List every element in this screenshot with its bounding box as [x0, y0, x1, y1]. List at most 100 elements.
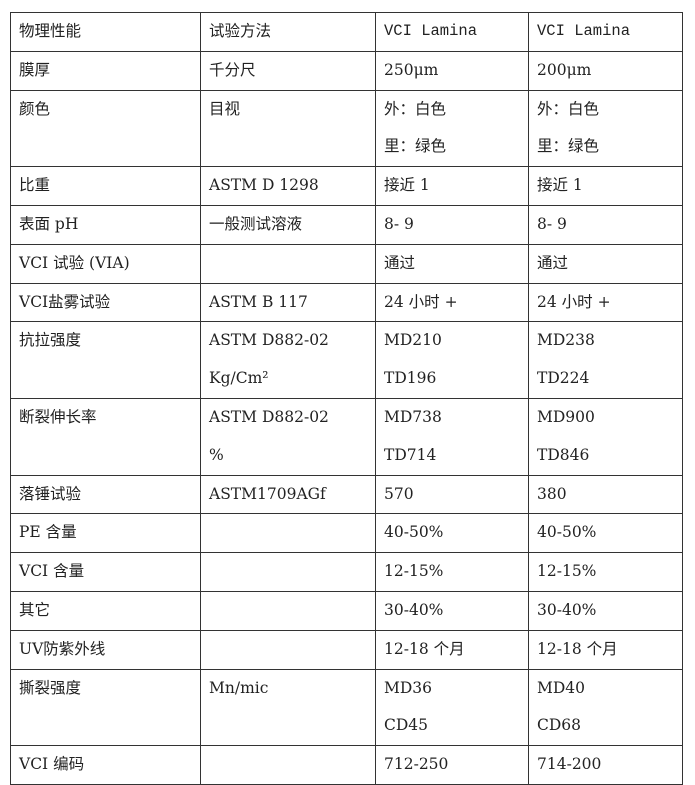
value-cell-1-line: CD45: [384, 716, 429, 735]
property-cell-text: 抗拉强度: [19, 331, 82, 350]
value-cell-2: 380: [528, 474, 683, 515]
value-cell-2: MD40 CD68: [528, 668, 683, 747]
value-cell-2: 通过: [528, 243, 683, 284]
method-cell: 千分尺: [200, 50, 376, 91]
method-cell-line: [209, 631, 367, 669]
header-cell: VCI Lamina: [528, 12, 683, 52]
value-cell-2-line: MD238: [537, 331, 595, 350]
table-row: 落锤试验 ASTM1709AGf 570 380: [10, 474, 683, 515]
value-cell-1-line: 里：绿色: [384, 137, 447, 156]
table-row: UV防紫外线 12-18 个月 12-18 个月: [10, 629, 683, 670]
property-cell-text: 落锤试验: [19, 484, 82, 503]
value-cell-1: 12-15%: [375, 552, 529, 592]
value-cell-2-line: MD40: [537, 678, 586, 697]
method-cell: ASTM D882-02%: [200, 397, 376, 476]
value-cell-2-line: TD224: [537, 369, 590, 388]
header-cell: 物理性能: [10, 12, 201, 52]
property-cell: 其它: [10, 590, 201, 631]
value-cell-1-line: 12-15%: [384, 562, 444, 581]
value-cell-2-line: 接近 1: [537, 176, 583, 195]
value-cell-1-line: 570: [384, 484, 414, 503]
value-cell-1: 外：白色里：绿色: [375, 89, 529, 168]
value-cell-1-line: 12-18 个月: [384, 639, 465, 658]
value-cell-2: MD900 TD846: [528, 397, 683, 476]
method-cell-line: Mn/mic: [209, 678, 269, 697]
value-cell-1-line: TD714: [384, 445, 437, 464]
method-cell: Mn/mic: [200, 668, 376, 747]
value-cell-1: 12-18 个月: [375, 629, 529, 670]
property-cell: 落锤试验: [10, 474, 201, 515]
value-cell-1: MD36 CD45: [375, 668, 529, 747]
value-cell-2: 714-200: [528, 745, 683, 785]
value-cell-1: 250μm: [375, 50, 529, 91]
value-cell-1: MD738 TD714: [375, 397, 529, 476]
value-cell-1: MD210 TD196: [375, 321, 529, 399]
value-cell-1-line: 通过: [384, 253, 416, 272]
method-cell-line: ASTM D882-02: [209, 331, 329, 350]
value-cell-1: 通过: [375, 243, 529, 284]
value-cell-2-line: 380: [537, 484, 567, 503]
property-cell: 表面 pH: [10, 204, 201, 245]
property-cell-text: VCI 含量: [19, 562, 85, 581]
value-cell-2: 30-40%: [528, 590, 683, 631]
value-cell-1-line: 30-40%: [384, 600, 444, 619]
value-cell-2: 接近 1: [528, 166, 683, 206]
value-cell-1: 30-40%: [375, 590, 529, 631]
value-cell-2-line: 714-200: [537, 755, 602, 774]
property-cell-text: VCI 编码: [19, 755, 85, 774]
value-cell-1: 40-50%: [375, 513, 529, 554]
table-row: VCI 试验 (VIA) 通过 通过: [10, 243, 683, 284]
property-cell: VCI 编码: [10, 745, 201, 785]
value-cell-1-line: 外：白色: [384, 99, 447, 118]
property-cell-text: 比重: [19, 176, 51, 195]
value-cell-2: 外：白色里：绿色: [528, 89, 683, 168]
method-cell: ASTM D 1298: [200, 166, 376, 206]
table-row: 断裂伸长率 ASTM D882-02% MD738 TD714 MD900 TD846: [10, 397, 683, 476]
method-cell-line: ASTM1709AGf: [209, 484, 326, 503]
method-cell: ASTM1709AGf: [200, 474, 376, 515]
value-cell-2-line: 里：绿色: [537, 137, 600, 156]
table-row: PE 含量 40-50% 40-50%: [10, 513, 683, 554]
value-cell-1-line: 40-50%: [384, 523, 444, 542]
method-cell-line: Kg/Cm²: [209, 369, 269, 388]
header-row: 物理性能 试验方法 VCI Lamina VCI Lamina: [10, 12, 683, 52]
value-cell-2-line: 40-50%: [537, 523, 597, 542]
table-row: 其它 30-40% 30-40%: [10, 590, 683, 631]
value-cell-1: 712-250: [375, 745, 529, 785]
value-cell-1-line: MD210: [384, 331, 442, 350]
method-cell-line: [209, 245, 367, 283]
method-cell-line: %: [209, 445, 224, 464]
property-cell-text: 撕裂强度: [19, 678, 82, 697]
method-cell-line: 目视: [209, 99, 241, 118]
value-cell-1-line: 250μm: [384, 60, 439, 79]
table-row: 抗拉强度 ASTM D882-02 Kg/Cm² MD210 TD196 MD238 TD2…: [10, 321, 683, 399]
property-cell-text: VCI盐雾试验: [19, 292, 111, 311]
method-cell: [200, 243, 376, 284]
value-cell-1-line: MD738: [384, 407, 442, 426]
method-cell-line: ASTM D882-02: [209, 407, 329, 426]
value-cell-2-line: 通过: [537, 253, 569, 272]
property-cell: 比重: [10, 166, 201, 206]
table-row: VCI 编码 712-250 714-200: [10, 745, 683, 785]
value-cell-1-line: 8- 9: [384, 214, 414, 233]
method-cell-line: 一般测试溶液: [209, 214, 303, 233]
property-cell-text: 膜厚: [19, 60, 51, 79]
method-cell-line: [209, 514, 367, 552]
method-cell: 一般测试溶液: [200, 204, 376, 245]
method-cell: [200, 552, 376, 592]
value-cell-2: 24 小时 +: [528, 282, 683, 323]
property-cell-text: 其它: [19, 600, 51, 619]
property-cell: 断裂伸长率: [10, 397, 201, 476]
value-cell-2-line: 200μm: [537, 60, 592, 79]
value-cell-2-line: TD846: [537, 445, 590, 464]
value-cell-1-line: MD36: [384, 678, 433, 697]
value-cell-2-line: 8- 9: [537, 214, 567, 233]
value-cell-2-line: 外：白色: [537, 99, 600, 118]
property-cell: PE 含量: [10, 513, 201, 554]
value-cell-1-line: TD196: [384, 369, 437, 388]
property-cell-text: 颜色: [19, 99, 51, 118]
property-cell: 抗拉强度: [10, 321, 201, 399]
method-cell: ASTM B 117: [200, 282, 376, 323]
value-cell-2-line: 30-40%: [537, 600, 597, 619]
table-row: 撕裂强度 Mn/mic MD36 CD45 MD40 CD68: [10, 668, 683, 747]
